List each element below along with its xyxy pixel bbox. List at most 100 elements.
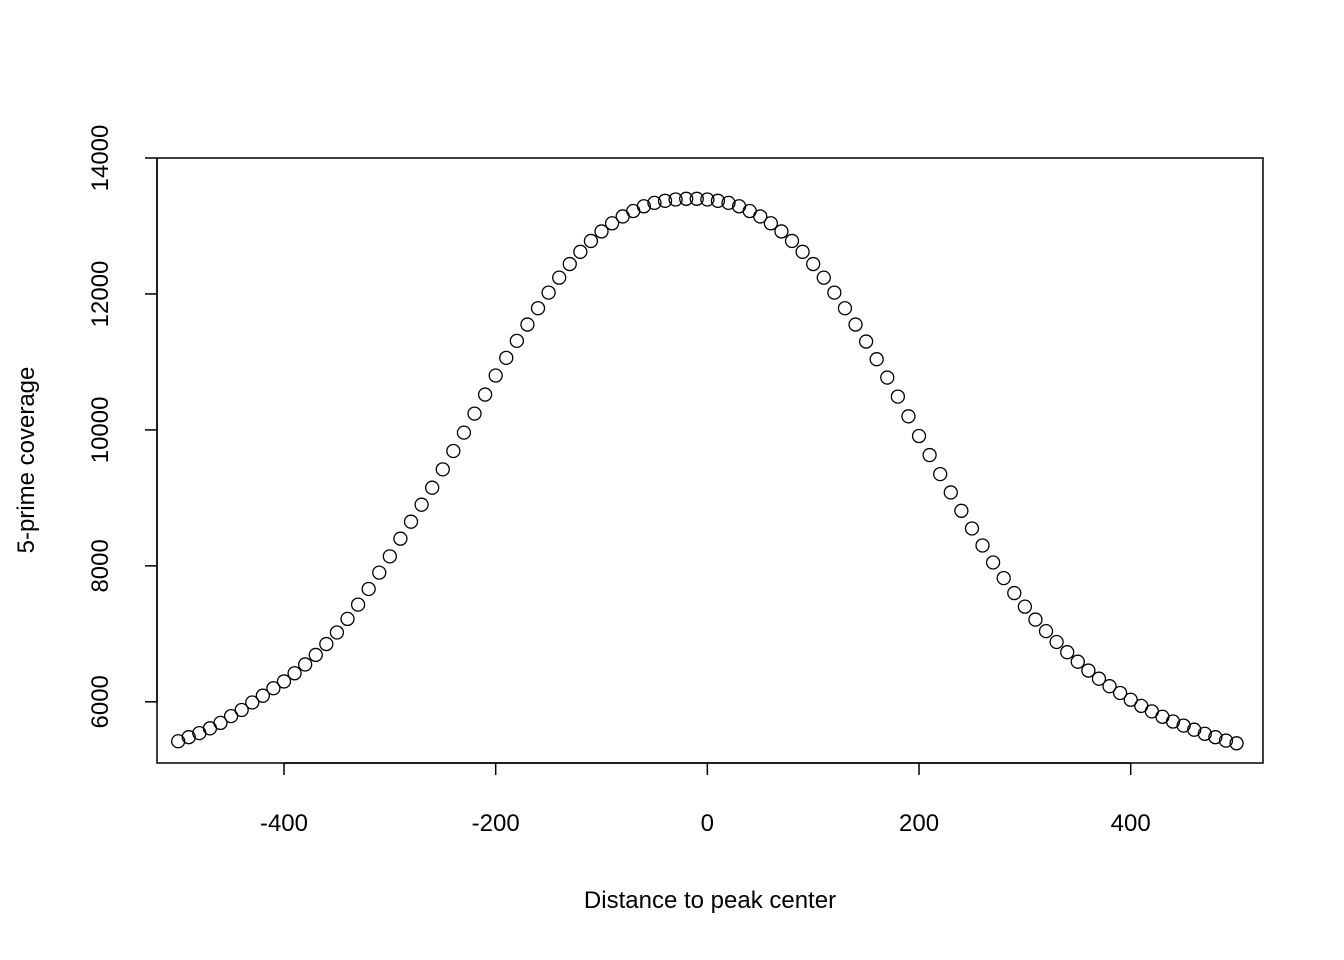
data-point: [1176, 718, 1191, 733]
data-point: [181, 730, 196, 745]
data-point: [647, 195, 662, 211]
data-point: [806, 256, 821, 272]
data-point: [1049, 634, 1064, 650]
data-point: [700, 192, 715, 207]
data-point: [784, 233, 800, 249]
data-point: [234, 702, 249, 718]
data-point: [604, 216, 620, 231]
data-point: [1208, 730, 1223, 745]
data-point: [827, 285, 842, 300]
data-point: [361, 581, 376, 597]
x-tick-label: 400: [1111, 810, 1151, 837]
data-point: [287, 666, 302, 681]
data-point: [340, 611, 355, 627]
data-point: [276, 674, 292, 689]
data-point: [985, 555, 1001, 570]
data-point: [1081, 663, 1096, 678]
data-point: [689, 191, 704, 206]
x-axis-label: Distance to peak center: [584, 887, 836, 914]
data-point: [1197, 726, 1212, 741]
y-tick-label: 12000: [87, 261, 114, 328]
data-point: [1007, 585, 1022, 601]
data-point: [594, 224, 609, 239]
data-point: [1091, 671, 1107, 686]
data-point: [266, 681, 281, 696]
data-point: [562, 256, 577, 272]
y-tick-label: 10000: [87, 397, 114, 464]
data-point: [901, 409, 916, 424]
data-point: [763, 216, 779, 231]
data-point: [520, 317, 535, 332]
data-point: [1218, 733, 1234, 748]
data-point: [319, 636, 334, 652]
data-point: [446, 443, 461, 459]
data-point: [382, 549, 397, 564]
y-tick-label: 14000: [87, 125, 114, 192]
data-point: [477, 387, 493, 402]
data-point: [329, 625, 345, 640]
data-point: [245, 695, 260, 710]
data-point: [657, 193, 673, 208]
data-point: [583, 233, 599, 249]
data-point: [975, 538, 990, 553]
data-point: [1112, 685, 1128, 701]
data-point: [679, 191, 694, 206]
data-point: [837, 301, 853, 316]
y-tick-label: 6000: [87, 675, 114, 728]
data-point: [350, 597, 366, 612]
data-point: [467, 406, 482, 421]
x-tick-label: -400: [260, 810, 308, 837]
data-point: [1165, 714, 1181, 729]
data-point: [1123, 692, 1138, 707]
data-point: [552, 270, 567, 285]
data-point: [795, 244, 810, 259]
y-tick-label: 8000: [87, 539, 114, 592]
x-tick-label: 0: [701, 810, 714, 837]
y-axis-label: 5-prime coverage: [13, 367, 40, 554]
data-point: [890, 389, 906, 404]
data-point: [1187, 722, 1202, 737]
data-point: [964, 521, 980, 536]
data-point: [372, 565, 387, 580]
x-axis: -400 -200 0 200 400: [260, 762, 1151, 837]
data-point: [488, 368, 503, 383]
data-point: [954, 503, 969, 518]
data-point: [530, 301, 546, 316]
data-point: [996, 570, 1011, 586]
data-point: [636, 199, 651, 214]
data-point: [393, 531, 408, 546]
data-point: [1229, 736, 1244, 751]
data-point: [858, 334, 874, 349]
data-point: [911, 428, 927, 444]
data-point: [573, 244, 588, 259]
data-point: [943, 485, 958, 500]
data-point: [425, 480, 440, 495]
data-point: [774, 224, 789, 239]
data-point: [753, 209, 768, 224]
data-point: [499, 350, 514, 366]
data-point: [1038, 623, 1054, 639]
data-points: [171, 191, 1244, 751]
data-point: [298, 657, 313, 672]
data-point: [710, 193, 726, 208]
data-point: [509, 333, 524, 349]
data-point: [435, 462, 450, 477]
data-point: [456, 425, 472, 440]
x-tick-label: 200: [899, 810, 939, 837]
x-tick-label: -200: [472, 810, 520, 837]
data-point: [1102, 679, 1117, 694]
data-point: [933, 466, 948, 482]
data-point: [880, 370, 895, 385]
data-point: [1060, 645, 1075, 660]
data-point: [816, 270, 831, 285]
data-point: [308, 647, 323, 663]
data-point: [223, 708, 239, 724]
data-point: [922, 447, 937, 463]
data-point: [414, 497, 429, 512]
data-point: [1017, 599, 1033, 614]
data-point: [213, 715, 228, 731]
data-point: [721, 195, 736, 211]
data-point: [1070, 654, 1085, 669]
data-point: [403, 514, 419, 529]
